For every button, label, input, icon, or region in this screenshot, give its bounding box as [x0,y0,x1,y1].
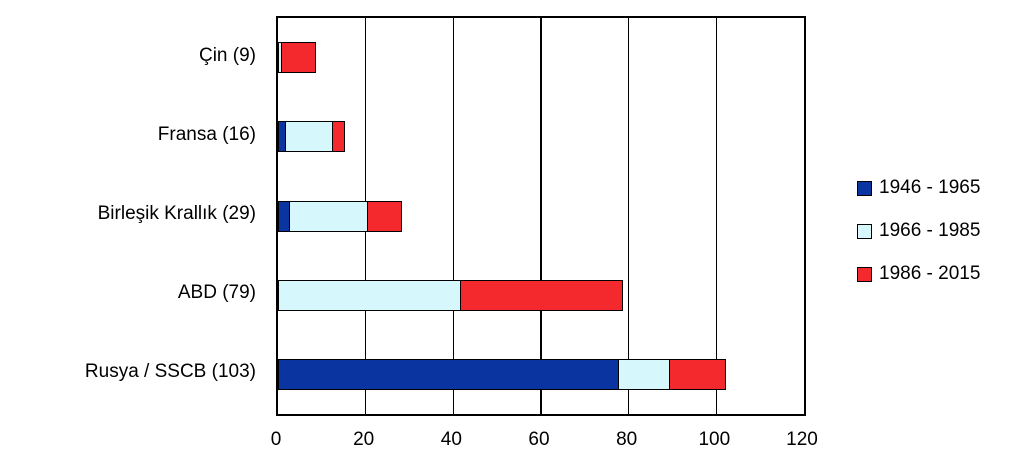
legend-swatch [857,266,872,282]
plot-area [276,16,806,416]
legend-label: 1986 - 2015 [879,263,981,284]
bar-row [278,358,727,390]
gridline [715,18,718,414]
legend-label: 1946 - 1965 [879,177,981,198]
legend-swatch [857,180,872,196]
bar-row [278,200,402,232]
bar-segment [285,121,334,153]
x-tick-label: 40 [440,429,462,450]
x-tick-label: 20 [353,429,375,450]
category-label: Rusya / SSCB (103) [84,361,256,383]
bar-row [278,42,316,74]
legend: 1946 - 1965 1966 - 1985 1986 - 2015 [857,177,980,306]
category-axis-labels: Çin (9) Fransa (16) Birleşik Krallık (29) A… [0,0,258,474]
bar-segment [331,121,345,153]
bar-segment [618,358,671,390]
bar-segment [366,200,402,232]
category-label: ABD (79) [177,282,256,304]
category-label: Çin (9) [198,44,256,66]
bar-segment [669,358,727,390]
bar-segment [280,42,316,74]
category-label: Fransa (16) [157,123,256,145]
bar-row [278,279,623,311]
legend-item: 1946 - 1965 [857,177,980,199]
bar-segment [460,279,623,311]
x-tick-label: 120 [786,429,818,450]
legend-item: 1986 - 2015 [857,263,980,285]
gridline [540,18,542,414]
bar-row [278,121,345,153]
gridline [452,18,455,414]
legend-item: 1966 - 1985 [857,220,980,242]
legend-swatch [857,223,872,239]
category-label: Birleşik Krallık (29) [97,203,256,224]
gridline [627,18,630,414]
x-tick-label: 60 [528,429,550,450]
bar-segment [278,358,620,390]
bar-segment [289,200,369,232]
bar-segment [278,279,463,311]
legend-label: 1966 - 1985 [879,220,981,241]
x-tick-label: 80 [616,429,638,450]
x-tick-label: 100 [698,429,731,450]
